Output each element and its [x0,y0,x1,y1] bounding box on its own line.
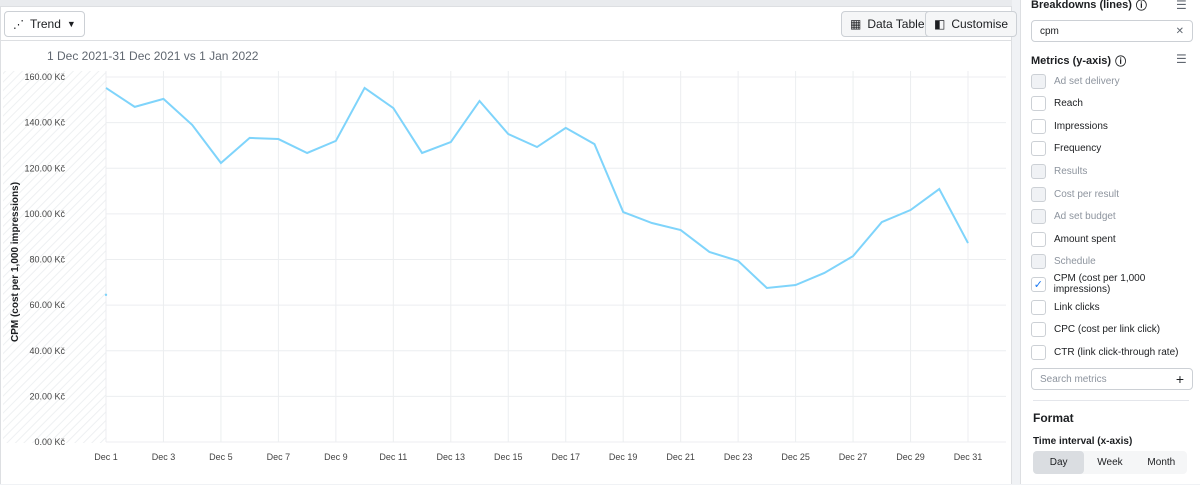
breakdown-value: cpm [1040,26,1059,37]
check-icon: ✓ [1034,278,1043,291]
close-icon[interactable]: ✕ [1176,26,1184,37]
metric-label: Reach [1054,98,1083,109]
metric-label: Results [1054,166,1087,177]
checkbox [1031,74,1046,89]
interval-option-week[interactable]: Week [1084,451,1135,474]
checkbox [1031,209,1046,224]
y-tick-label: 60.00 Kč [29,300,65,310]
metric-label: Impressions [1054,121,1108,132]
metric-option: Schedule [1031,253,1096,271]
checkbox[interactable] [1031,141,1046,156]
metric-option: Cost per result [1031,185,1119,203]
y-tick-label: 0.00 Kč [34,437,65,447]
metric-option[interactable]: Reach [1031,95,1083,113]
list-icon[interactable]: ☰ [1176,52,1187,66]
metric-option[interactable]: Frequency [1031,140,1101,158]
y-tick-label: 160.00 Kč [24,72,65,82]
metrics-label: Metrics (y-axis) [1031,55,1111,67]
info-icon: ⓘ [1115,53,1126,69]
metric-label: CTR (link click-through rate) [1054,347,1178,358]
checkbox[interactable] [1031,119,1046,134]
metric-option[interactable]: ✓ CPM (cost per 1,000 impressions) [1031,275,1200,293]
breakdown-field[interactable]: cpm ✕ [1031,20,1193,42]
metric-option: Ad set delivery [1031,72,1120,90]
breakdowns-heading: Breakdowns (lines) ⓘ [1031,0,1147,13]
y-tick-label: 20.00 Kč [29,391,65,401]
time-interval-label: Time interval (x-axis) [1033,436,1132,447]
x-tick-label: Dec 1 [94,452,118,462]
chart-panel: ⋰ Trend ▼ ▦ Data Table ◧ Customise 1 Dec… [0,6,1012,484]
metric-label: Schedule [1054,256,1096,267]
checkbox[interactable] [1031,345,1046,360]
customise-panel: Breakdowns (lines) ⓘ ☰ cpm ✕ Metrics (y-ax… [1020,0,1200,484]
checkbox[interactable]: ✓ [1031,277,1046,292]
x-tick-label: Dec 19 [609,452,638,462]
x-tick-label: Dec 3 [152,452,176,462]
checkbox [1031,164,1046,179]
x-tick-label: Dec 23 [724,452,753,462]
checkbox [1031,254,1046,269]
series-line-dec-2021 [106,88,968,288]
metric-label: CPM (cost per 1,000 impressions) [1054,273,1200,295]
trend-chart: 0.00 Kč 20.00 Kč 40.00 Kč 60.00 Kč 80.00 Kč 1… [1,7,1011,485]
metric-label: CPC (cost per link click) [1054,324,1160,335]
x-tick-label: Dec 21 [666,452,695,462]
divider [1033,400,1189,401]
metric-label: Ad set delivery [1054,76,1120,87]
search-placeholder: Search metrics [1040,374,1107,385]
plus-icon[interactable]: + [1176,371,1184,387]
x-tick-label: Dec 25 [781,452,810,462]
metric-label: Link clicks [1054,302,1100,313]
checkbox[interactable] [1031,300,1046,315]
data-point-jan-2022 [105,294,107,296]
y-tick-label: 80.00 Kč [29,255,65,265]
metric-option[interactable]: Amount spent [1031,230,1116,248]
y-tick-label: 100.00 Kč [24,209,65,219]
list-icon[interactable]: ☰ [1176,0,1187,12]
format-heading: Format [1033,411,1074,425]
x-tick-label: Dec 15 [494,452,523,462]
metric-label: Cost per result [1054,189,1119,200]
x-tick-label: Dec 29 [896,452,925,462]
interval-option-month[interactable]: Month [1136,451,1187,474]
x-tick-label: Dec 31 [954,452,983,462]
checkbox[interactable] [1031,322,1046,337]
metric-label: Amount spent [1054,234,1116,245]
interval-option-day[interactable]: Day [1033,451,1084,474]
y-tick-label: 40.00 Kč [29,346,65,356]
info-icon: ⓘ [1136,0,1147,13]
y-tick-label: 140.00 Kč [24,118,65,128]
metric-label: Ad set budget [1054,211,1116,222]
x-tick-label: Dec 9 [324,452,348,462]
metric-label: Frequency [1054,143,1101,154]
x-tick-label: Dec 11 [379,452,407,462]
y-axis-label: CPM (cost per 1,000 impressions) [10,182,21,342]
checkbox[interactable] [1031,96,1046,111]
metric-option[interactable]: Link clicks [1031,298,1100,316]
x-tick-label: Dec 5 [209,452,233,462]
search-metrics-input[interactable]: Search metrics + [1031,368,1193,390]
metric-option[interactable]: CTR (link click-through rate) [1031,343,1178,361]
metric-option: Results [1031,162,1087,180]
x-tick-label: Dec 13 [437,452,466,462]
metrics-heading: Metrics (y-axis) ⓘ [1031,53,1126,69]
y-tick-label: 120.00 Kč [24,163,65,173]
x-tick-label: Dec 17 [551,452,580,462]
checkbox[interactable] [1031,232,1046,247]
x-tick-label: Dec 7 [267,452,291,462]
breakdowns-label: Breakdowns (lines) [1031,0,1132,11]
x-tick-label: Dec 27 [839,452,868,462]
checkbox [1031,187,1046,202]
metric-option[interactable]: CPC (cost per link click) [1031,321,1160,339]
metric-option: Ad set budget [1031,208,1116,226]
metric-option[interactable]: Impressions [1031,117,1108,135]
